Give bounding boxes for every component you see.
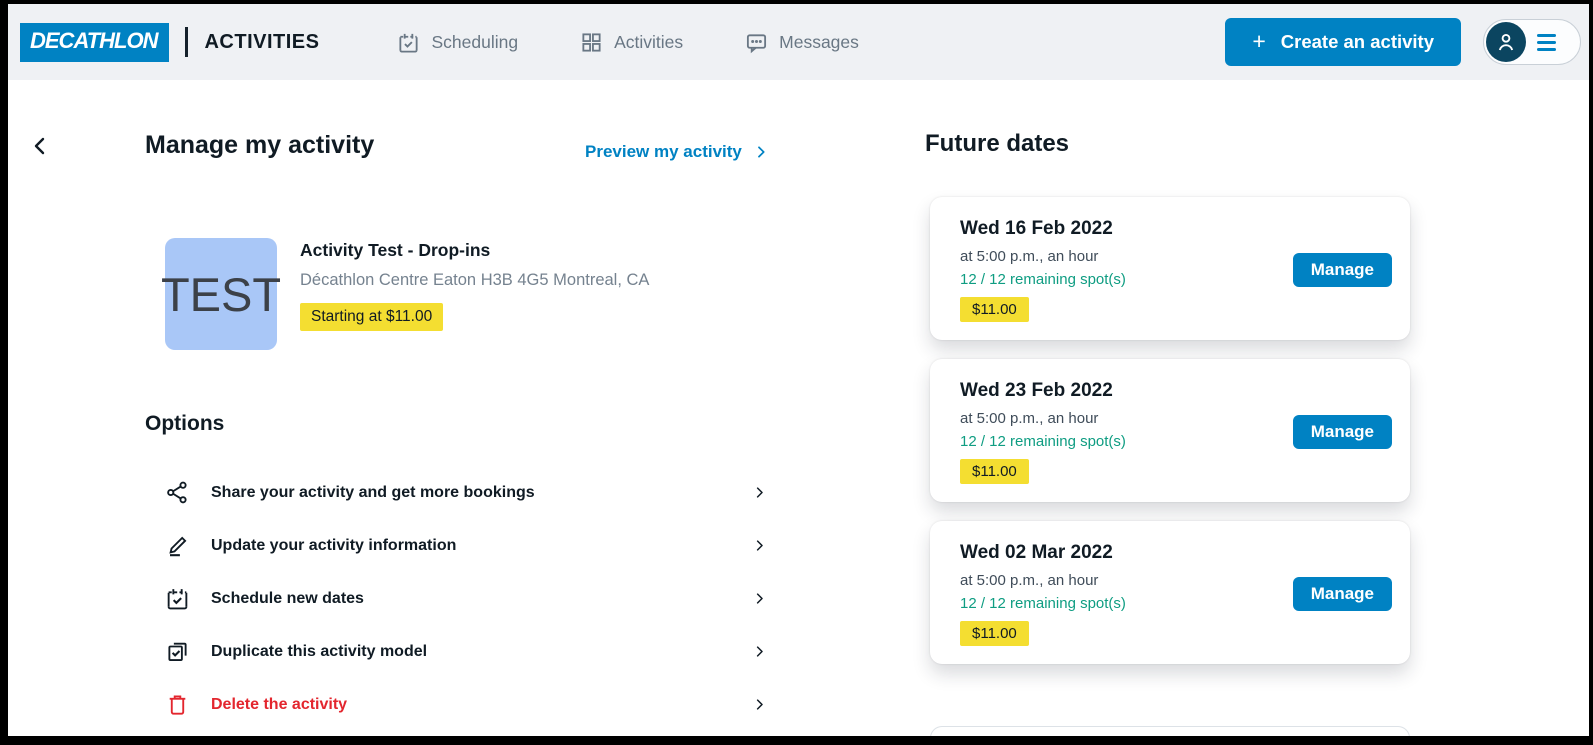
main-content: Manage my activity Preview my activity F… (8, 80, 1589, 736)
app-title: ACTIVITIES (204, 30, 320, 53)
date-card-partial (930, 726, 1410, 736)
date-card: Wed 16 Feb 2022 at 5:00 p.m., an hour 12… (930, 197, 1410, 340)
card-time: at 5:00 p.m., an hour (960, 410, 1099, 427)
option-label: Duplicate this activity model (211, 642, 428, 660)
card-time: at 5:00 p.m., an hour (960, 572, 1099, 589)
option-delete-activity[interactable]: Delete the activity (165, 678, 767, 731)
nav-item-label: Scheduling (431, 31, 519, 52)
activity-info: Activity Test - Drop-ins Décathlon Centr… (300, 238, 649, 350)
nav-item-messages[interactable]: Messages (745, 31, 859, 54)
manage-button[interactable]: Manage (1292, 577, 1392, 611)
future-dates-heading: Future dates (925, 130, 1070, 157)
preview-activity-label: Preview my activity (585, 142, 742, 161)
activity-overview: TEST Activity Test - Drop-ins Décathlon … (161, 238, 649, 350)
calendar-check-icon (167, 589, 188, 610)
share-icon (167, 481, 187, 504)
preview-activity-link[interactable]: Preview my activity (585, 142, 769, 162)
card-price-badge: $11.00 (960, 621, 1029, 646)
chat-icon (747, 33, 767, 53)
nav-item-label: Messages (779, 31, 859, 52)
create-activity-button[interactable]: + Create an activity (1225, 18, 1461, 66)
option-label: Share your activity and get more booking… (211, 483, 535, 501)
starting-price-badge: Starting at $11.00 (300, 303, 444, 331)
activity-thumbnail: TEST (161, 238, 281, 350)
card-availability: 12 / 12 remaining spot(s) (960, 433, 1126, 450)
chevron-right-icon (756, 540, 763, 551)
plus-icon: + (1252, 27, 1266, 54)
card-time: at 5:00 p.m., an hour (960, 248, 1099, 265)
avatar (1486, 22, 1526, 62)
user-menu[interactable] (1483, 19, 1581, 65)
create-activity-label: Create an activity (1280, 31, 1434, 52)
card-availability: 12 / 12 remaining spot(s) (960, 595, 1126, 612)
option-label: Schedule new dates (211, 589, 364, 607)
chevron-right-icon (756, 593, 763, 604)
option-label: Delete the activity (211, 695, 348, 713)
page-title: Manage my activity (145, 131, 375, 159)
top-navbar: DECATHLON ACTIVITIES Scheduling Act (8, 4, 1589, 80)
brand-divider (185, 27, 189, 57)
manage-button[interactable]: Manage (1292, 253, 1392, 287)
option-update-information[interactable]: Update your activity information (165, 519, 767, 572)
nav-item-scheduling[interactable]: Scheduling (397, 31, 518, 54)
manage-button[interactable]: Manage (1292, 415, 1392, 449)
chevron-right-icon (756, 487, 763, 498)
trash-icon (169, 695, 186, 715)
nav-item-activities[interactable]: Activities (580, 31, 683, 54)
option-share-activity[interactable]: Share your activity and get more booking… (165, 466, 767, 519)
options-list: Share your activity and get more booking… (165, 466, 767, 731)
option-label: Update your activity information (211, 536, 457, 554)
option-duplicate-model[interactable]: Duplicate this activity model (165, 625, 767, 678)
calendar-check-icon (399, 33, 419, 53)
person-icon (1498, 33, 1514, 51)
decathlon-logo[interactable]: DECATHLON (20, 22, 170, 62)
date-card: Wed 02 Mar 2022 at 5:00 p.m., an hour 12… (930, 521, 1410, 664)
chevron-left-icon (34, 137, 45, 155)
card-date: Wed 23 Feb 2022 (960, 380, 1113, 401)
date-card: Wed 23 Feb 2022 at 5:00 p.m., an hour 12… (930, 359, 1410, 502)
card-date: Wed 02 Mar 2022 (960, 542, 1113, 563)
future-dates-list: Wed 16 Feb 2022 at 5:00 p.m., an hour 12… (930, 197, 1410, 683)
option-schedule-new-dates[interactable]: Schedule new dates (165, 572, 767, 625)
menu-icon (1537, 33, 1556, 51)
nav-item-label: Activities (614, 31, 684, 52)
main-nav: Scheduling Activities Messages (397, 31, 859, 54)
options-heading: Options (145, 412, 225, 435)
activity-location: Décathlon Centre Eaton H3B 4G5 Montreal,… (300, 271, 650, 289)
chevron-right-icon (756, 646, 763, 657)
grid-icon (582, 32, 601, 52)
duplicate-icon (168, 642, 187, 661)
back-button[interactable] (28, 134, 52, 161)
chevron-right-icon (758, 146, 765, 158)
pencil-icon (169, 536, 187, 557)
card-availability: 12 / 12 remaining spot(s) (960, 271, 1126, 288)
card-date: Wed 16 Feb 2022 (960, 218, 1113, 239)
card-price-badge: $11.00 (960, 459, 1029, 484)
card-price-badge: $11.00 (960, 297, 1029, 322)
activity-name: Activity Test - Drop-ins (300, 240, 491, 260)
chevron-right-icon (756, 699, 763, 710)
